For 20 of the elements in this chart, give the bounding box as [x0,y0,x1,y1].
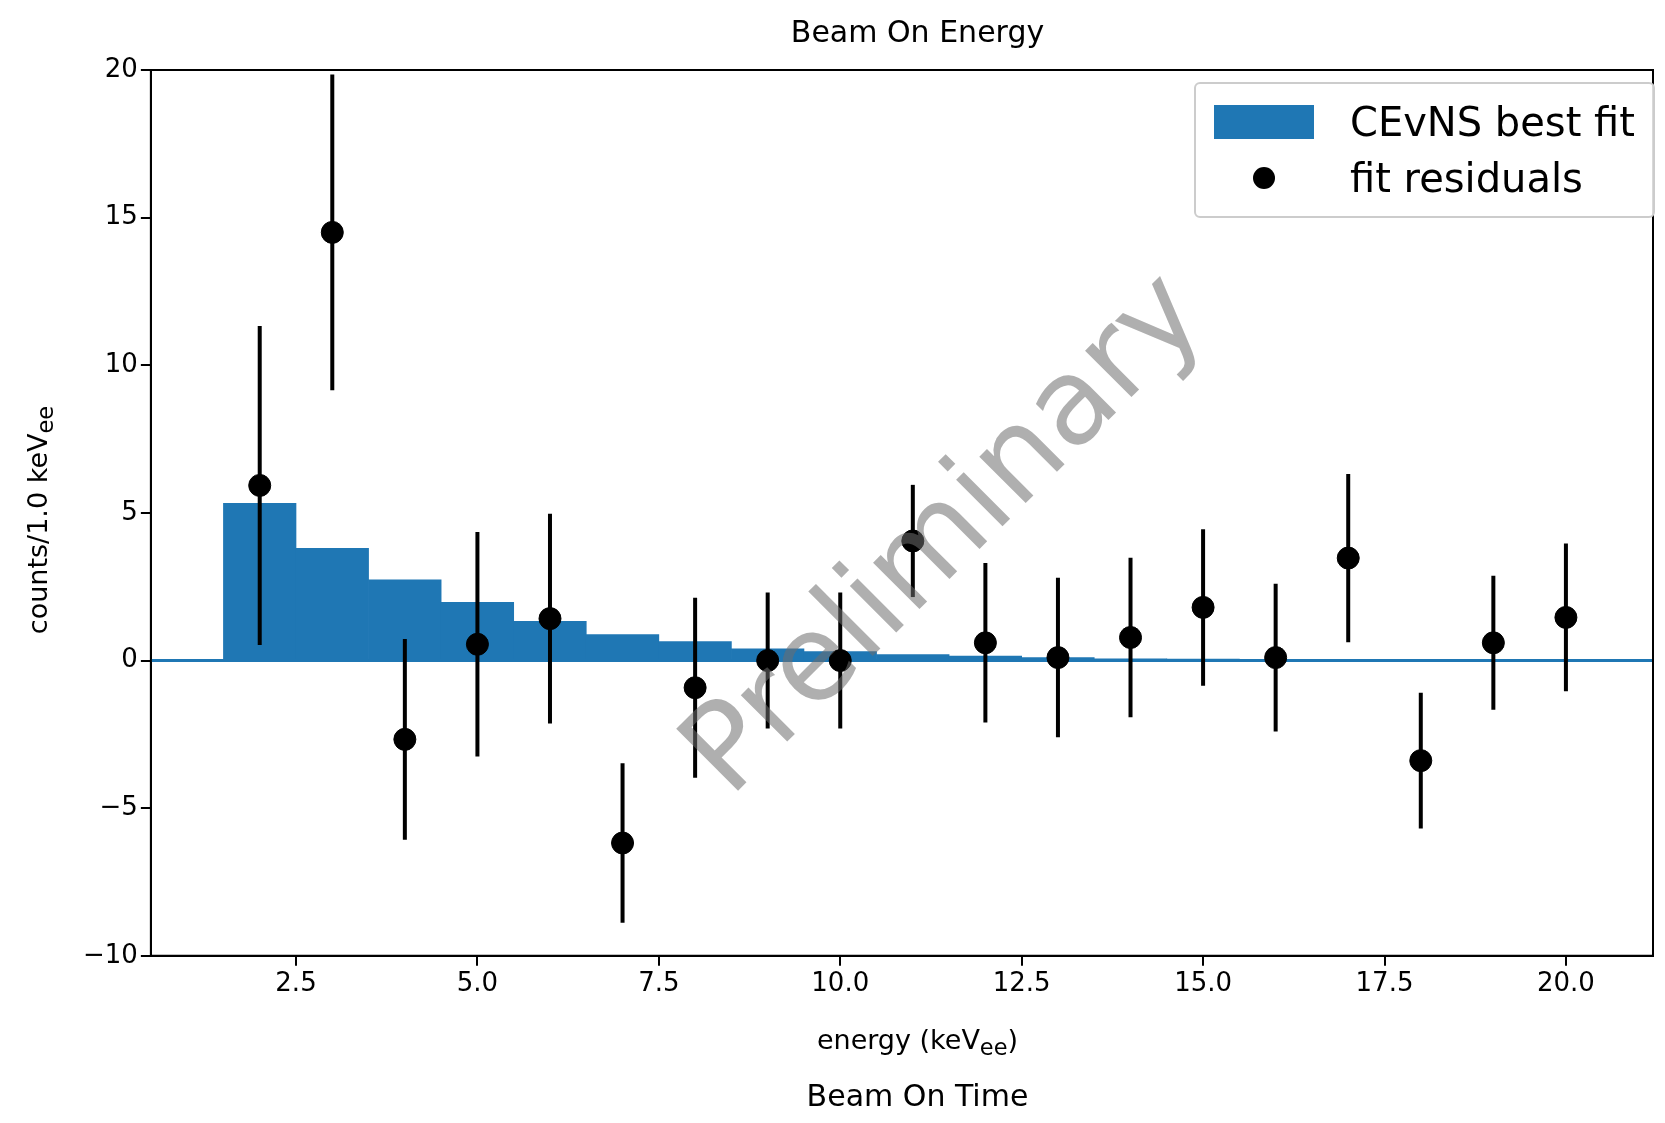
legend-label: CEvNS best fit [1349,99,1635,145]
x-tick-label: 5.0 [456,967,499,998]
x-tick-label: 12.5 [992,967,1051,998]
y-tick-label: 20 [104,52,138,83]
chart-title: Beam On Energy [789,14,1046,49]
x-tick-label: 10.0 [811,967,870,998]
x-tick-label: 7.5 [638,967,680,998]
y-tick-label: 5 [121,495,138,526]
y-tick-label: 10 [104,348,138,379]
y-tick-label: −10 [82,938,138,969]
text: Beam On Time [805,1078,1030,1113]
x-tick-label: 15.0 [1174,967,1233,998]
x-tick-label: 2.5 [275,967,317,998]
x-tick-label: 17.5 [1355,967,1414,998]
legend-label: fit residuals [1349,155,1583,201]
y-tick-label: 0 [121,643,138,674]
y-tick-label: −5 [99,790,138,821]
y-tick-label: 15 [104,200,138,231]
x-tick-label: 20.0 [1536,967,1595,998]
x-axis-title: energy (keV$_{ee}$) [815,1024,1020,1061]
